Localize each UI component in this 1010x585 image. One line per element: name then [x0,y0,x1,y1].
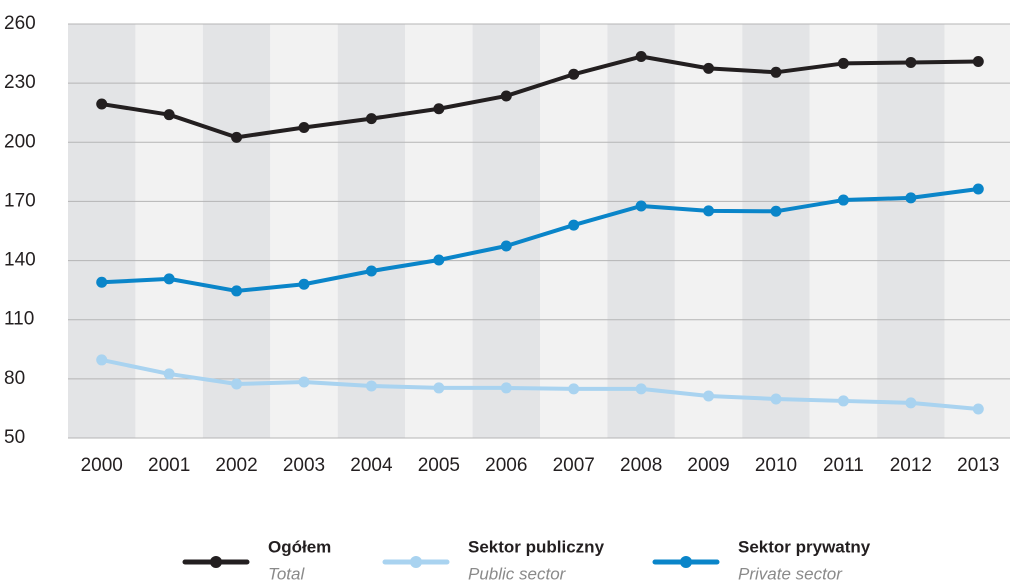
legend-marker [410,556,422,568]
series-marker [837,57,849,69]
x-tick-label: 2005 [418,455,460,476]
legend-sublabel: Total [268,564,305,583]
x-tick-label: 2006 [485,455,527,476]
x-tick-label: 2012 [890,455,932,476]
legend-marker [210,556,222,568]
x-tick-label: 2013 [957,455,999,476]
series-marker [500,382,512,394]
series-marker [163,109,175,121]
series-marker [500,240,512,252]
series-marker [96,276,108,288]
series-marker [905,397,917,409]
y-tick-label: 50 [4,427,25,448]
x-tick-label: 2007 [553,455,595,476]
series-marker [837,395,849,407]
series-marker [770,66,782,78]
column-band [944,24,1010,438]
y-tick-label: 140 [4,250,36,271]
legend-label: Sektor prywatny [738,537,871,556]
series-marker [365,380,377,392]
series-marker [770,393,782,405]
column-band [270,24,338,438]
series-marker [298,278,310,290]
y-tick-label: 110 [4,309,34,330]
series-marker [635,51,647,63]
y-tick-label: 80 [4,368,25,389]
series-marker [231,285,243,297]
series-marker [905,56,917,68]
x-tick-label: 2002 [215,455,257,476]
column-band [202,24,271,438]
series-marker [703,390,715,402]
x-tick-label: 2011 [823,455,864,476]
series-marker [905,192,917,204]
series-line [101,54,979,140]
x-tick-label: 2009 [687,455,729,476]
series-marker [365,113,377,125]
column-band [68,24,136,438]
legend-label: Sektor publiczny [468,537,605,556]
column-band [809,24,878,438]
series-marker [568,383,580,395]
series-marker [433,382,445,394]
x-tick-label: 2001 [148,455,190,476]
column-band [742,24,810,438]
y-tick-label: 170 [4,190,36,211]
series-marker [635,383,647,395]
x-tick-label: 2004 [350,455,393,476]
series-marker [163,273,175,285]
series-marker [568,68,580,80]
series-marker [500,90,512,102]
legend-label: Ogółem [268,537,331,556]
series-marker [568,219,580,231]
x-tick-label: 2010 [755,455,797,476]
series-marker [837,194,849,206]
series-marker [635,200,647,212]
series-marker [96,98,108,110]
legend-marker [680,556,692,568]
y-tick-label: 230 [4,72,36,93]
series-marker [231,131,243,143]
column-band [472,24,540,438]
series-marker [770,205,782,217]
series-marker [703,205,715,217]
series-marker [96,354,108,366]
x-tick-label: 2000 [81,455,123,476]
column-band [405,24,473,438]
legend-sublabel: Private sector [738,564,843,583]
y-tick-label: 260 [4,13,36,34]
column-band [877,24,945,438]
series-marker [972,403,984,415]
series-marker [433,103,445,115]
series-marker [433,254,445,266]
series-marker [298,376,310,388]
series-marker [231,378,243,390]
x-tick-label: 2008 [620,455,662,476]
series-line [101,187,979,293]
column-band [337,24,406,438]
legend-sublabel: Public sector [468,564,567,583]
column-band [607,24,675,438]
series-marker [972,55,984,67]
column-band [674,24,743,438]
series-marker [163,368,175,380]
series-marker [972,183,984,195]
series-line [101,357,979,412]
series-marker [298,122,310,133]
series-marker [703,62,715,74]
y-tick-label: 200 [4,131,36,152]
x-tick-label: 2003 [283,455,325,476]
series-marker [365,265,377,277]
